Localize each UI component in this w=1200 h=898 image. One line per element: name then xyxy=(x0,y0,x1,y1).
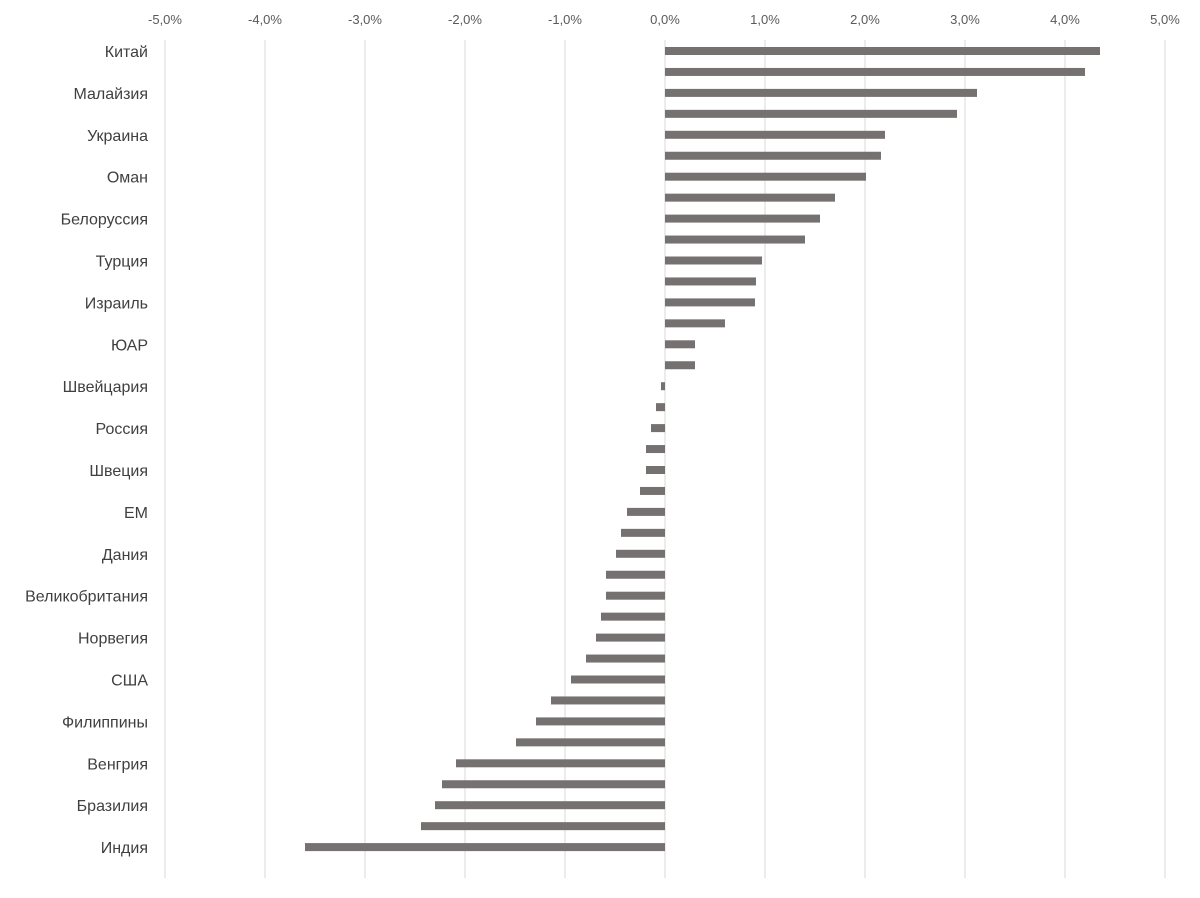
bar xyxy=(665,130,885,139)
x-tick-label: -4,0% xyxy=(248,12,282,27)
bar xyxy=(665,47,1100,55)
category-label: Малайзия xyxy=(73,86,148,103)
bar xyxy=(621,528,665,537)
category-label: США xyxy=(111,673,148,690)
x-tick-label: 3,0% xyxy=(950,12,980,27)
bars xyxy=(305,47,1100,852)
bar xyxy=(516,738,665,747)
bar xyxy=(665,319,725,328)
bar xyxy=(606,570,665,579)
bar xyxy=(665,67,1085,76)
x-tick-label: -1,0% xyxy=(548,12,582,27)
category-label: Индия xyxy=(101,840,148,857)
bar xyxy=(665,361,695,370)
x-tick-label: 5,0% xyxy=(1150,12,1180,27)
bar xyxy=(665,109,957,118)
bar xyxy=(665,340,695,349)
bar xyxy=(665,88,977,97)
bar xyxy=(665,235,805,244)
category-label: Оман xyxy=(107,170,148,187)
bar xyxy=(596,633,665,642)
bar xyxy=(616,549,665,558)
category-label: Швейцария xyxy=(63,379,148,396)
category-label: Россия xyxy=(96,421,148,438)
x-tick-label: 1,0% xyxy=(750,12,780,27)
x-tick-label: 2,0% xyxy=(850,12,880,27)
bar xyxy=(665,214,820,223)
bar xyxy=(665,193,835,202)
bar xyxy=(586,654,665,663)
x-axis: -5,0% -4,0% -3,0% -2,0% -1,0% 0,0% 1,0% 2,0% 3,0… xyxy=(148,12,1180,27)
category-label: Израиль xyxy=(85,295,148,312)
bar xyxy=(646,466,665,474)
bar xyxy=(456,759,665,768)
bar xyxy=(536,717,665,726)
bar xyxy=(665,172,866,181)
category-label: Швеция xyxy=(89,463,148,480)
category-label: Бразилия xyxy=(77,798,148,815)
bar xyxy=(627,507,665,516)
bar xyxy=(421,822,665,831)
bar xyxy=(435,801,665,810)
y-axis: Китай Малайзия Украина Оман Белоруссия Турция… xyxy=(25,44,148,857)
category-label: Филиппины xyxy=(62,714,148,731)
category-label: Норвегия xyxy=(78,631,148,648)
bar xyxy=(571,675,665,684)
bar xyxy=(665,277,756,286)
bar xyxy=(665,256,762,265)
bar xyxy=(665,151,881,160)
category-label: Украина xyxy=(87,128,148,145)
category-label: ЮАР xyxy=(111,337,148,354)
bar xyxy=(606,591,665,600)
x-tick-label: -3,0% xyxy=(348,12,382,27)
bar xyxy=(646,445,665,454)
x-tick-label: -5,0% xyxy=(148,12,182,27)
bar xyxy=(442,780,665,789)
category-label: Белоруссия xyxy=(61,212,148,229)
x-tick-label: -2,0% xyxy=(448,12,482,27)
x-tick-label: 0,0% xyxy=(650,12,680,27)
bar xyxy=(665,298,755,307)
bar xyxy=(305,843,665,852)
category-label: EM xyxy=(124,505,148,522)
category-label: Великобритания xyxy=(25,589,148,606)
category-label: Дания xyxy=(102,547,148,564)
bar xyxy=(656,403,665,412)
bar xyxy=(640,486,665,495)
bar xyxy=(601,612,665,621)
category-label: Турция xyxy=(96,254,148,271)
bar xyxy=(551,696,665,705)
bar xyxy=(651,424,665,433)
category-label: Китай xyxy=(105,44,148,61)
bar xyxy=(661,382,665,391)
gridlines xyxy=(164,40,1166,878)
category-label: Венгрия xyxy=(87,756,148,773)
x-tick-label: 4,0% xyxy=(1050,12,1080,27)
